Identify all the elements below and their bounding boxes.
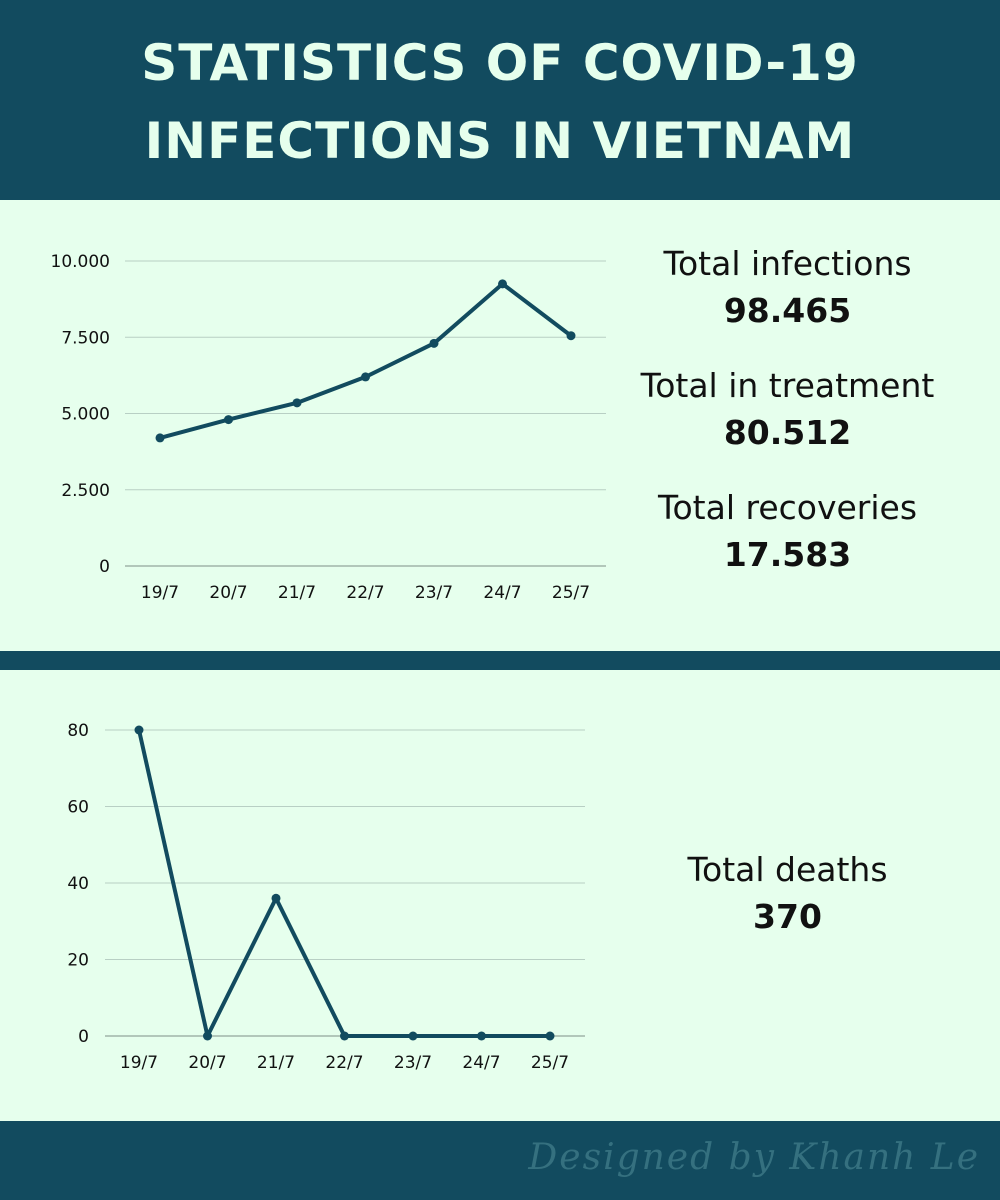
infections-y-tick-label: 7.500: [61, 328, 110, 348]
deaths-y-tick-label: 40: [67, 874, 89, 894]
death-stats: Total deaths 370: [620, 850, 955, 972]
deaths-data-point: [271, 893, 281, 903]
deaths-x-tick-label: 22/7: [325, 1053, 363, 1073]
deaths-data-point: [477, 1031, 486, 1041]
deaths-y-tick-label: 0: [78, 1027, 89, 1047]
page-title: STATISTICS OF COVID-19 INFECTIONS IN VIE…: [141, 24, 859, 180]
infections-y-tick-label: 0: [99, 557, 110, 577]
deaths-x-tick-label: 19/7: [120, 1053, 158, 1073]
infections-x-tick-label: 25/7: [552, 583, 590, 603]
infections-x-tick-label: 22/7: [346, 583, 384, 603]
header-banner: STATISTICS OF COVID-19 INFECTIONS IN VIE…: [0, 0, 1000, 200]
deaths-x-tick-label: 24/7: [462, 1053, 500, 1073]
infections-line-chart: 0 2.500 5.000 7.500 10.000 19/7 20/7 21/7 22/7 23…: [51, 252, 606, 603]
stat-total-deaths: Total deaths 370: [620, 850, 955, 936]
infections-panel: 0 2.500 5.000 7.500 10.000 19/7 20/7 21/7 22/7 23…: [0, 200, 1000, 651]
infections-y-tick-label: 10.000: [51, 252, 110, 272]
stat-label: Total in treatment: [640, 366, 935, 405]
title-line-2: INFECTIONS IN VIETNAM: [144, 112, 856, 170]
deaths-data-point: [134, 725, 144, 735]
infections-data-point: [292, 398, 302, 408]
deaths-data-point: [408, 1031, 418, 1041]
deaths-y-tick-label: 20: [67, 951, 89, 971]
deaths-data-point: [340, 1031, 349, 1041]
footer-bar: Designed by Khanh Le: [0, 1121, 1000, 1200]
deaths-data-point: [545, 1031, 555, 1041]
infections-data-point: [361, 372, 370, 382]
deaths-y-tick-label: 60: [67, 798, 89, 818]
deaths-x-tick-label: 21/7: [257, 1053, 295, 1073]
infections-x-tick-label: 19/7: [141, 583, 179, 603]
infections-x-tick-label: 24/7: [483, 583, 521, 603]
stat-value: 17.583: [723, 535, 852, 574]
title-line-1: STATISTICS OF COVID-19: [141, 34, 859, 92]
infections-y-tick-label: 2.500: [61, 481, 110, 501]
stat-total-in-treatment: Total in treatment 80.512: [620, 366, 955, 452]
infections-series-line: [158, 281, 573, 440]
infections-data-point: [224, 415, 233, 425]
infections-x-tick-label: 20/7: [209, 583, 247, 603]
designer-credit: Designed by Khanh Le: [528, 1137, 980, 1178]
stat-total-recoveries: Total recoveries 17.583: [620, 488, 955, 574]
infections-data-point: [429, 338, 439, 348]
infections-data-point: [155, 433, 165, 443]
stat-value: 80.512: [723, 413, 852, 452]
stat-label: Total infections: [663, 244, 912, 283]
stat-label: Total recoveries: [657, 488, 918, 527]
deaths-panel: 0 20 40 60 80 19/7 20/7 21/7 22/7 23/7 24/7 25/7 To…: [0, 670, 1000, 1121]
stat-total-infections: Total infections 98.465: [620, 244, 955, 330]
deaths-y-tick-label: 80: [67, 721, 89, 741]
deaths-x-tick-label: 25/7: [531, 1053, 569, 1073]
deaths-data-point: [203, 1031, 212, 1041]
infections-x-tick-label: 23/7: [415, 583, 453, 603]
deaths-x-tick-label: 23/7: [394, 1053, 432, 1073]
infections-data-point: [566, 331, 576, 341]
infections-y-tick-label: 5.000: [61, 405, 110, 425]
stat-label: Total deaths: [687, 850, 888, 889]
infection-stats: Total infections 98.465 Total in treatme…: [620, 244, 955, 610]
stat-value: 98.465: [723, 291, 852, 330]
stat-value: 370: [753, 897, 822, 936]
infections-x-tick-label: 21/7: [278, 583, 316, 603]
deaths-line-chart: 0 20 40 60 80 19/7 20/7 21/7 22/7 23/7 24/7 25/7: [67, 721, 585, 1073]
infections-data-point: [498, 279, 507, 289]
deaths-x-tick-label: 20/7: [188, 1053, 226, 1073]
